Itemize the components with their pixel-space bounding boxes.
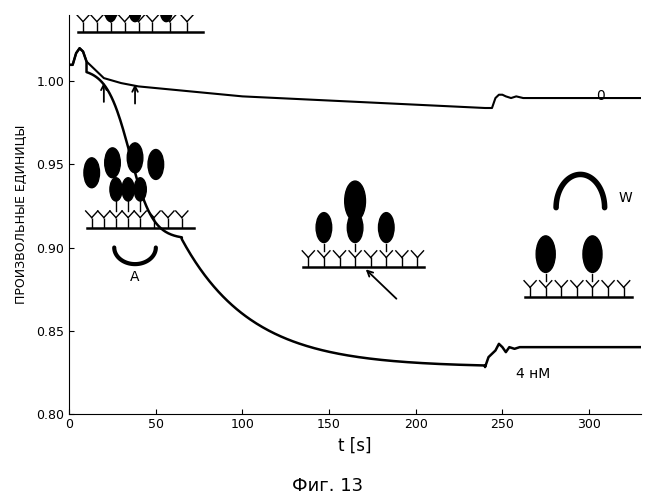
Y-axis label: ПРОИЗВОЛЬНЫЕ ЕДИНИЦЫ: ПРОИЗВОЛЬНЫЕ ЕДИНИЦЫ [15, 124, 28, 304]
Ellipse shape [122, 178, 134, 201]
Ellipse shape [316, 212, 332, 242]
X-axis label: t [s]: t [s] [338, 437, 372, 455]
Text: 4 нМ: 4 нМ [516, 366, 550, 380]
Ellipse shape [344, 181, 365, 221]
Ellipse shape [105, 148, 120, 178]
Ellipse shape [127, 143, 143, 173]
Ellipse shape [84, 158, 100, 188]
Text: A: A [131, 270, 140, 284]
Ellipse shape [110, 178, 122, 201]
Ellipse shape [347, 212, 363, 242]
Text: 0: 0 [596, 90, 605, 104]
Ellipse shape [148, 150, 163, 180]
Text: Фиг. 13: Фиг. 13 [293, 477, 363, 495]
Ellipse shape [129, 0, 141, 22]
Ellipse shape [160, 0, 173, 22]
Ellipse shape [134, 178, 146, 201]
Ellipse shape [583, 236, 602, 273]
Ellipse shape [105, 0, 117, 22]
Text: W: W [619, 190, 632, 204]
Ellipse shape [536, 236, 555, 273]
Ellipse shape [379, 212, 394, 242]
